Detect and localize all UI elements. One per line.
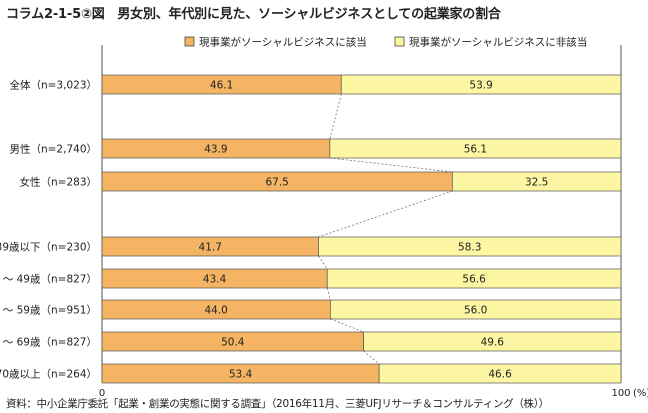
category-label: 39歳以下（n=230） [0,242,97,254]
connector-line [330,318,364,333]
bar-segment-not-applicable [363,331,622,352]
bar-segment-not-applicable [340,74,622,95]
legend-swatch [184,36,195,47]
connector-line [329,157,453,173]
category-label: 男性（n=2,740） [9,143,97,156]
chart-title: コラム2-1-5②図 男女別、年代別に見た、ソーシャルビジネスとしての起業家の割… [6,7,501,22]
legend-swatch [394,36,405,47]
category-label: 女性（n=283） [20,176,98,189]
x-tick-label: 0 [99,388,105,399]
category-label: 40 ～ 49歳（n=827） [0,274,97,286]
data-label: 41.7 [199,242,222,254]
x-axis-unit: (%) [633,388,648,399]
category-label: 全体（n=3,023） [9,79,97,92]
data-label: 32.5 [525,177,548,189]
data-label: 43.9 [204,144,227,156]
connector-line [326,287,331,301]
bar-segment-not-applicable [378,363,622,384]
data-label: 56.6 [462,274,486,286]
connector-line [363,350,380,365]
bar-segment-not-applicable [451,171,622,192]
bar-segment-not-applicable [329,138,622,159]
data-label: 67.5 [265,177,288,189]
bar-segment-not-applicable [326,268,622,289]
data-label: 58.3 [458,242,481,254]
category-label: 60 ～ 69歳（n=827） [0,337,97,349]
data-label: 53.4 [229,369,253,381]
category-label: 50 ～ 59歳（n=951） [0,305,97,317]
connector-line [318,190,453,238]
bar-segment-not-applicable [318,236,622,257]
connector-line [318,255,328,270]
source-note: 資料：中小企業庁委託「起業・創業の実態に関する調査」（2016年11月、三菱UF… [6,398,549,410]
bar-segment-not-applicable [330,299,622,320]
data-label: 56.1 [464,144,487,156]
data-label: 46.6 [488,369,512,381]
data-label: 46.1 [210,80,233,92]
connector-line [329,93,342,140]
data-label: 50.4 [221,337,245,349]
data-label: 44.0 [204,305,227,317]
data-label: 56.0 [464,305,487,317]
data-label: 53.9 [469,80,492,92]
category-label: 70歳以上（n=264） [0,369,97,381]
x-tick-label: 100 [611,388,630,399]
legend-label: 現事業がソーシャルビジネスに該当 [199,36,367,49]
data-label: 43.4 [203,274,227,286]
legend-label: 現事業がソーシャルビジネスに非該当 [409,36,587,49]
data-label: 49.6 [481,337,505,349]
